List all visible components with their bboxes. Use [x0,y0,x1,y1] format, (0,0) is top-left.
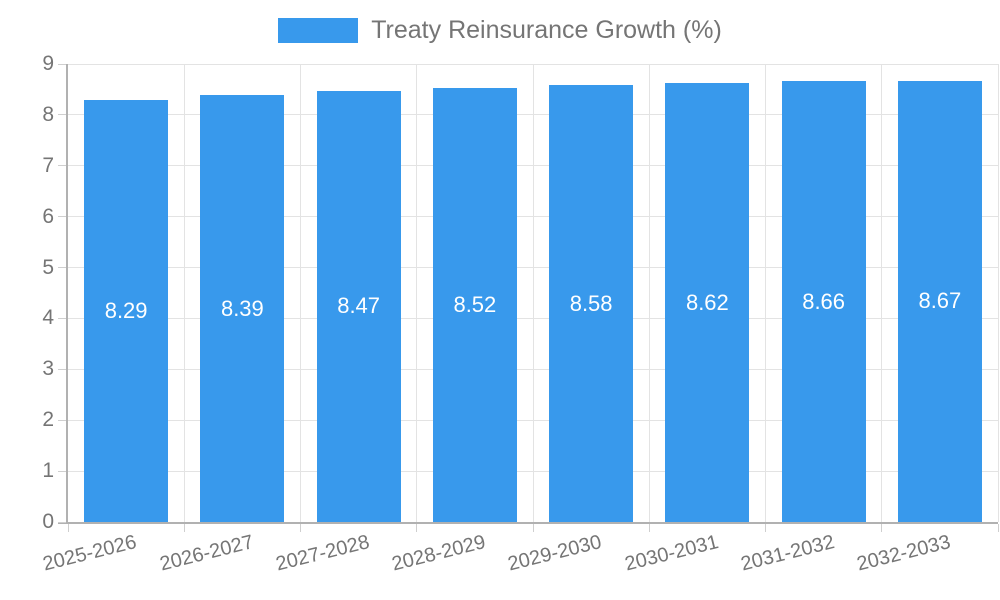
y-axis-tick-label: 7 [42,153,54,177]
y-axis-tick [58,114,66,116]
grid-line-vertical [300,64,301,522]
grid-line-vertical [648,64,650,522]
x-axis-tick-label: 2032-2033 [854,531,953,576]
grid-line-vertical [765,64,766,522]
y-axis-tick [58,63,66,65]
y-axis-line [66,64,68,522]
x-axis-tick-label: 2029-2030 [506,531,605,576]
x-axis-tick [67,524,69,532]
x-axis-tick [765,524,766,532]
y-axis-tick [58,521,66,523]
x-axis-tick [300,524,301,532]
grid-line-vertical [416,64,418,522]
y-axis-tick [58,165,66,167]
y-axis-tick-label: 0 [42,510,54,534]
legend-label[interactable]: Treaty Reinsurance Growth (%) [371,16,722,44]
y-axis-tick-label: 5 [42,255,54,279]
y-axis-tick [58,368,66,370]
grid-line-vertical [183,64,185,522]
grid-line-vertical [997,64,999,522]
bar[interactable] [897,80,982,522]
y-axis-tick-label: 8 [42,102,54,126]
x-axis-tick-label: 2027-2028 [273,531,372,576]
x-axis-tick [997,524,999,532]
bar[interactable] [432,88,517,522]
y-axis-tick-label: 9 [42,52,54,76]
x-axis-tick [416,524,418,532]
y-axis-tick-label: 4 [42,306,54,330]
bar[interactable] [200,95,285,522]
y-axis-tick-label: 6 [42,204,54,228]
x-axis-tick [648,524,650,532]
y-axis-tick [58,419,66,421]
x-axis-tick [881,524,883,532]
x-axis-tick [183,524,185,532]
bar[interactable] [84,100,169,522]
x-axis-tick-label: 2026-2027 [157,531,256,576]
x-axis-tick-label: 2031-2032 [738,531,837,576]
x-axis-line [58,522,998,524]
legend-swatch[interactable] [278,18,359,43]
bar[interactable] [781,81,866,522]
grid-line-vertical [532,64,534,522]
x-axis-tick-label: 2030-2031 [622,531,721,576]
bar[interactable] [665,83,750,522]
x-axis-tick-label: 2025-2026 [41,531,140,576]
legend[interactable]: Treaty Reinsurance Growth (%) [0,18,1000,43]
grid-line-vertical [881,64,883,522]
y-axis-tick [58,267,66,269]
x-axis-tick [532,524,534,532]
y-axis-tick [58,470,66,472]
plot-area: 0 1 2 3 4 5 6 7 8 9 8.29 2025-2026 8.39 2026-2027 8.47… [41,53,999,576]
y-axis-tick-label: 2 [42,408,54,432]
y-axis-tick-label: 1 [42,459,54,483]
x-axis-tick-label: 2028-2029 [389,531,488,576]
bar[interactable] [549,85,634,522]
y-axis-tick [58,317,66,319]
bar[interactable] [316,90,401,522]
y-axis-tick [58,216,66,218]
y-axis-tick-label: 3 [42,357,54,381]
